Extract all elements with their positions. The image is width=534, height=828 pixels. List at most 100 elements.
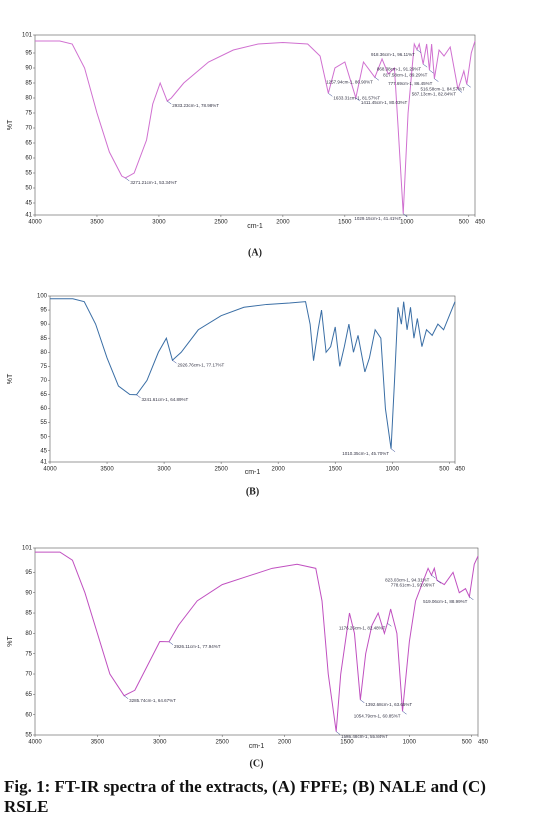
annotation-leader [422, 63, 428, 68]
annotation: 1633.31cm-1, 81.57%T [333, 95, 380, 100]
x-tick-label: 3500 [90, 220, 104, 226]
y-tick-label: 85 [40, 336, 47, 342]
annotation-leader [390, 448, 396, 452]
annotation: 3271.21cm-1, 53.34%T [130, 180, 177, 185]
y-tick-label: 80 [25, 631, 32, 637]
x-tick-label: 1500 [340, 740, 354, 746]
y-tick-label: 90 [25, 590, 32, 596]
x-tick-label: 1500 [329, 467, 343, 473]
annotation: 1392.68cm-1, 63.65%T [365, 702, 412, 707]
y-tick-label: 90 [25, 66, 32, 72]
annotation: 3241.61cm-1, 64.89%T [142, 397, 189, 402]
annotation-leader [355, 97, 360, 102]
x-tick-label: 4000 [43, 467, 57, 473]
annotation: 2933.23cm-1, 78.98%T [172, 103, 219, 108]
y-tick-label: 70 [25, 672, 32, 678]
y-tick-label: 41 [40, 460, 47, 466]
annotation-leader [457, 89, 463, 93]
y-tick-label: 41 [25, 213, 32, 219]
y-tick-label: 100 [37, 294, 48, 300]
annotation-leader [429, 69, 434, 74]
plot-frame [34, 34, 476, 216]
annotation: 1010.35cm-1, 45.70%T [342, 451, 389, 456]
x-tick-label: 2000 [271, 467, 285, 473]
charts: 4000 3500 3000 2500 2000 1500 1000 500 450 41 45 50… [7, 33, 489, 770]
y-tick-label: 65 [25, 692, 32, 698]
x-tick-label: 1000 [400, 220, 414, 226]
y-tick-label: 45 [40, 448, 47, 454]
x-tick-label: 1500 [338, 220, 352, 226]
x-tick-label: 450 [455, 467, 466, 473]
y-tick-label: 50 [40, 434, 47, 440]
panel-label: (B) [246, 486, 259, 497]
y-tick-label: 45 [25, 201, 32, 207]
y-tick-label: 60 [25, 156, 32, 162]
annotation-leader [416, 49, 422, 53]
annotation: 587.13cm-1, 82.84%T [412, 92, 457, 97]
y-tick-label: 85 [25, 81, 32, 87]
annotation: 1257.94cm-1, 86.90%T [326, 79, 373, 84]
x-tick-label: 2000 [278, 740, 292, 746]
x-tick-label: 3000 [157, 467, 171, 473]
x-tick-label: 3500 [91, 740, 105, 746]
y-tick-label: 55 [40, 420, 47, 426]
annotation-leader [125, 177, 130, 182]
annotation: 1586.48cm-1, 55.84%T [341, 734, 388, 739]
y-tick-label: 101 [22, 546, 33, 552]
y-axis-label: %T [7, 636, 14, 647]
y-axis-label: %T [7, 373, 14, 384]
x-tick-label: 2500 [216, 740, 230, 746]
annotation-leader [123, 695, 129, 699]
annotation: 3285.74cm-1, 64.67%T [129, 698, 176, 703]
annotation: 777.69cm-1, 86.45%T [388, 81, 433, 86]
y-tick-label: 55 [25, 733, 32, 739]
annotation-leader [466, 84, 471, 88]
y-tick-label: 70 [25, 126, 32, 132]
annotation: 823.03cm-1, 94.31%T [385, 577, 430, 582]
x-tick-label: 3000 [152, 220, 166, 226]
annotation: 1411.45cm-1, 80.03%T [361, 100, 408, 105]
annotation: 2926.76cm-1, 77.17%T [177, 362, 224, 367]
y-tick-label: 75 [40, 364, 47, 370]
annotation-leader [469, 596, 474, 601]
y-tick-label: 95 [40, 308, 47, 314]
y-tick-label: 70 [40, 378, 47, 384]
annotation: 1054.79cm-1, 60.85%T [354, 713, 401, 718]
x-tick-label: 500 [459, 220, 470, 226]
annotation: 778.61cm-1, 93.06%T [391, 582, 436, 587]
annotation-leader [431, 574, 436, 579]
annotation-leader [336, 731, 341, 735]
y-tick-label: 60 [40, 406, 47, 412]
panel-label: (A) [248, 247, 262, 258]
y-tick-label: 55 [25, 171, 32, 177]
y-tick-label: 80 [25, 96, 32, 102]
x-tick-label: 1000 [386, 467, 400, 473]
y-tick-label: 95 [25, 51, 32, 57]
panel-label: (C) [250, 758, 264, 769]
annotation: 918.36cm-1, 96.11%T [371, 52, 415, 57]
y-tick-label: 101 [22, 33, 33, 39]
annotation-leader [374, 77, 380, 81]
y-tick-label: 50 [25, 186, 32, 192]
annotation-leader [402, 711, 407, 715]
annotation: 1029.15cm-1, 41.41%T [354, 216, 401, 221]
x-axis-label: cm-1 [249, 743, 265, 750]
annotation-leader [436, 580, 442, 584]
x-axis-label: cm-1 [245, 469, 261, 476]
y-tick-label: 80 [40, 350, 47, 356]
annotation: 2926.11cm-1, 77.94%T [174, 644, 221, 649]
annotation: 519.06cm-1, 88.99%T [423, 599, 468, 604]
spectrum-line [35, 551, 479, 732]
x-tick-label: 500 [462, 740, 473, 746]
caption: Fig. 1: FT-IR spectra of the extracts, (… [4, 777, 486, 816]
y-tick-label: 95 [25, 570, 32, 576]
x-tick-label: 450 [475, 220, 486, 226]
y-tick-label: 85 [25, 611, 32, 617]
annotation-leader [136, 394, 141, 398]
annotation: 817.58cm-1, 89.29%T [383, 72, 428, 77]
y-tick-label: 65 [40, 392, 47, 398]
y-tick-label: 75 [25, 111, 32, 117]
x-tick-label: 1000 [403, 740, 417, 746]
y-axis-label: %T [7, 119, 14, 130]
